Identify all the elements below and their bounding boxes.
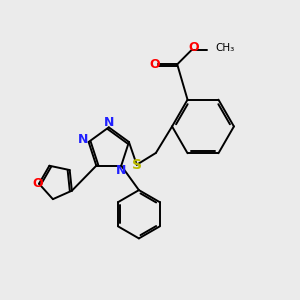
Text: S: S [132, 158, 142, 172]
Text: N: N [116, 164, 126, 178]
Text: O: O [32, 177, 43, 190]
Text: N: N [103, 116, 114, 128]
Text: O: O [149, 58, 160, 71]
Text: N: N [78, 133, 88, 146]
Text: CH₃: CH₃ [215, 43, 234, 53]
Text: O: O [188, 41, 199, 54]
